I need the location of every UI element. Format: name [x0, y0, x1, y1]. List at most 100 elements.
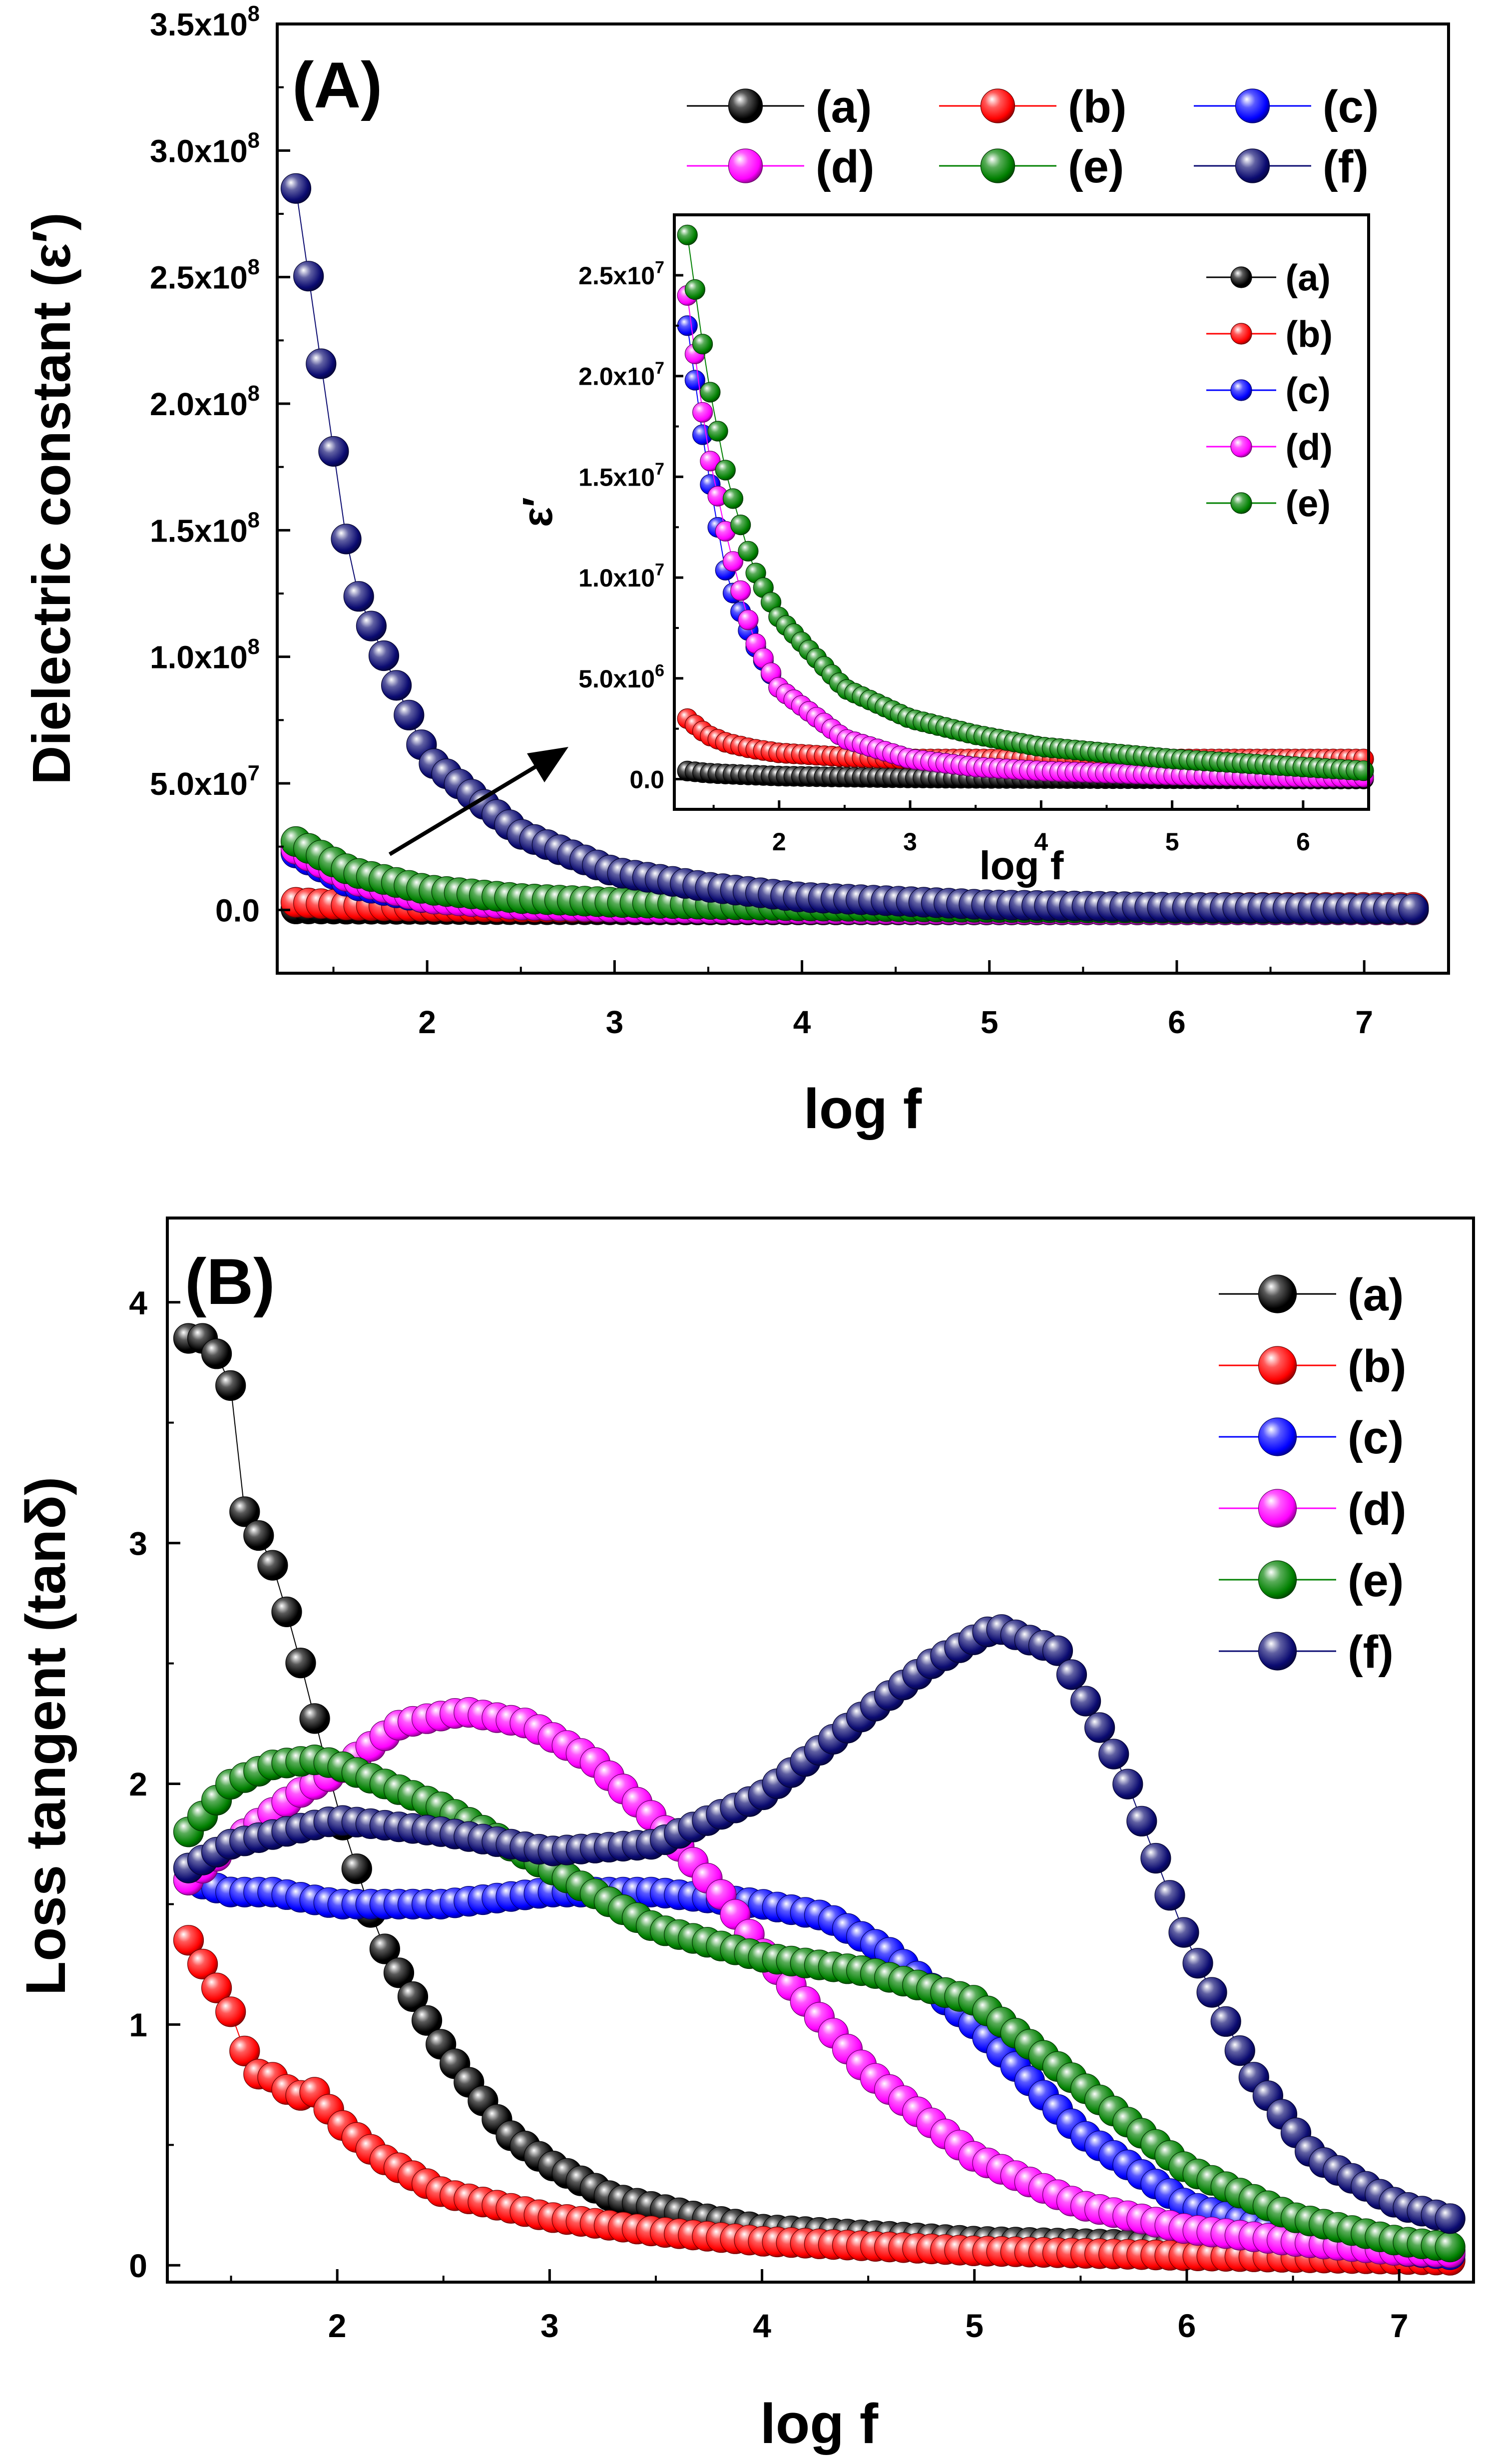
- data-point: [1126, 1806, 1157, 1837]
- legend-label: (c): [1323, 81, 1379, 132]
- legend-item: (c): [1206, 370, 1331, 412]
- x-tick-label: 3: [606, 1004, 624, 1040]
- data-point: [707, 421, 728, 442]
- legend-label: (a): [1286, 257, 1331, 299]
- inset-data: [677, 224, 1374, 789]
- panel-b: 2 3 4 5 6 7 0 1 2 3 4 (B) log f Loss tangent (tanδ…: [14, 1217, 1475, 2455]
- legend-item: (b): [1219, 1341, 1406, 1392]
- legend-label: (f): [1323, 141, 1369, 192]
- x-tick-label: 5: [965, 2307, 984, 2344]
- data-point: [293, 261, 324, 292]
- x-tick-label: 5: [981, 1004, 998, 1040]
- legend-label: (a): [1348, 1269, 1404, 1320]
- legend-item: (a): [687, 81, 872, 132]
- panel-a: 2 3 4 5 6 7 0.0 5.0x107 1.0x108 1.5x108 2.0x108 2.5…: [21, 2, 1450, 1140]
- data-point: [1070, 1686, 1101, 1717]
- legend-label: (b): [1068, 81, 1126, 132]
- panel-a-legend: (a) (b) (c) (d) (e) (f): [687, 81, 1379, 192]
- legend-item: (b): [939, 81, 1126, 132]
- data-point: [1042, 1635, 1073, 1666]
- y-tick-label: 0: [129, 2247, 147, 2284]
- x-tick-label: 2: [772, 828, 786, 856]
- b-series-f: [173, 1614, 1466, 2234]
- data-point: [280, 173, 312, 204]
- data-point: [369, 1933, 401, 1964]
- x-tick-label: 6: [1296, 828, 1310, 856]
- x-tick-label: 6: [1168, 1004, 1186, 1040]
- panel-a-data: [280, 173, 1429, 925]
- y-tick-label: 1.0x108: [150, 635, 260, 675]
- panel-a-xlabel: log f: [804, 1078, 922, 1140]
- data-point: [1210, 2006, 1241, 2037]
- y-tick-label: 1.0x107: [578, 561, 664, 593]
- y-tick-label: 2.5x108: [150, 255, 260, 296]
- inset-series-e: [677, 224, 1374, 781]
- y-tick-label: 1.5x108: [150, 509, 260, 549]
- x-tick-label: 5: [1165, 828, 1179, 856]
- data-point: [700, 382, 721, 403]
- data-point: [331, 524, 362, 555]
- panel-b-data: [173, 1323, 1466, 2276]
- inset-ylabel: ε′: [514, 497, 561, 527]
- data-point: [229, 1496, 260, 1527]
- data-point: [1435, 2203, 1466, 2234]
- data-point: [368, 640, 400, 671]
- data-point: [1154, 1880, 1185, 1911]
- data-point: [1140, 1843, 1171, 1874]
- legend-item: (f): [1194, 141, 1369, 192]
- data-point: [411, 2005, 443, 2036]
- x-tick-label: 7: [1355, 1004, 1373, 1040]
- legend-label: (b): [1348, 1341, 1406, 1392]
- panel-b-frame: [166, 1217, 1475, 2284]
- data-point: [229, 2035, 260, 2066]
- data-point: [285, 1648, 316, 1679]
- data-point: [201, 1972, 232, 2003]
- legend-item: (d): [687, 141, 874, 192]
- data-point: [1398, 893, 1429, 924]
- data-point: [215, 1996, 246, 2027]
- y-tick-label: 1: [129, 2006, 147, 2043]
- data-point: [1224, 2035, 1255, 2066]
- legend-label: (c): [1348, 1412, 1404, 1463]
- y-tick-label: 1.5x107: [578, 460, 664, 492]
- data-point: [677, 315, 698, 336]
- legend-item: (f): [1219, 1627, 1394, 1678]
- legend-label: (a): [816, 81, 872, 132]
- y-tick-label: 2.0x108: [150, 382, 260, 422]
- x-tick-label: 6: [1178, 2307, 1196, 2344]
- panel-b-label: (B): [185, 1245, 275, 1318]
- data-point: [684, 279, 706, 300]
- panel-b-legend: (a) (b) (c) (d) (e) (f): [1219, 1269, 1406, 1678]
- y-tick-label: 2: [129, 1766, 147, 1803]
- legend-label: (e): [1348, 1555, 1404, 1606]
- x-tick-label: 2: [418, 1004, 436, 1040]
- data-point: [730, 514, 751, 536]
- data-point: [1353, 760, 1374, 781]
- panel-a-axes: 2 3 4 5 6 7 0.0 5.0x107 1.0x108 1.5x108 2.0x108 2.5…: [150, 2, 1373, 1040]
- data-point: [341, 1853, 372, 1884]
- data-point: [1098, 1739, 1129, 1770]
- x-tick-label: 2: [328, 2307, 347, 2344]
- legend-item: (a): [1219, 1269, 1404, 1320]
- inset-background: [674, 215, 1369, 809]
- legend-label: (e): [1286, 483, 1331, 525]
- data-point: [730, 580, 751, 601]
- data-point: [201, 1338, 232, 1369]
- legend-label: (e): [1068, 141, 1124, 192]
- inset-legend: (a) (b) (c) (d) (e): [1206, 257, 1333, 525]
- a-series-f: [280, 173, 1429, 924]
- x-tick-label: 4: [793, 1004, 811, 1040]
- data-point: [738, 541, 759, 562]
- x-tick-label: 4: [1034, 828, 1048, 856]
- x-tick-label: 3: [903, 828, 917, 856]
- legend-label: (d): [1286, 427, 1333, 468]
- data-point: [243, 1520, 274, 1551]
- legend-item: (e): [939, 141, 1124, 192]
- data-point: [383, 1957, 415, 1988]
- data-point: [271, 1596, 302, 1627]
- y-tick-label: 2.0x107: [578, 359, 664, 391]
- legend-item: (c): [1219, 1412, 1404, 1463]
- data-point: [684, 370, 706, 391]
- x-tick-label: 3: [540, 2307, 559, 2344]
- data-point: [215, 1370, 246, 1401]
